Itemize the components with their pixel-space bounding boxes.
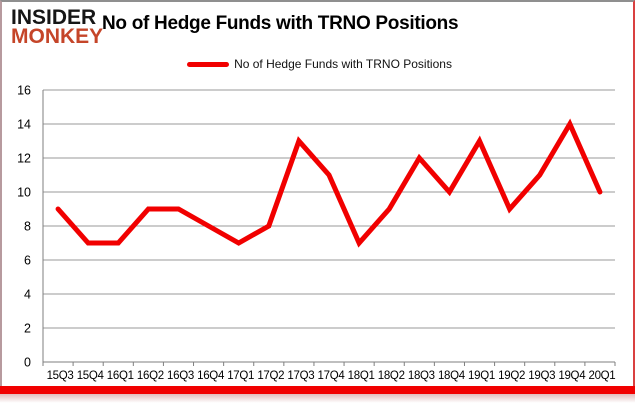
logo-monkey-text: MONKEY <box>11 25 104 48</box>
y-axis-label: 4 <box>24 288 31 302</box>
bottom-shadow <box>0 394 635 405</box>
x-axis-label: 16Q4 <box>197 370 225 382</box>
y-axis-label: 0 <box>24 356 31 370</box>
y-axis-label: 6 <box>24 254 31 268</box>
y-axis-label: 14 <box>17 118 31 132</box>
x-axis-label: 19Q4 <box>558 370 586 382</box>
x-axis-label: 16Q1 <box>107 370 134 382</box>
chart-card: INSIDER MONKEY No of Hedge Funds with TR… <box>0 0 635 387</box>
legend-label: No of Hedge Funds with TRNO Positions <box>234 57 452 71</box>
y-axis-label: 16 <box>17 84 31 98</box>
x-axis-label: 15Q3 <box>47 370 74 382</box>
y-axis-label: 2 <box>24 322 31 336</box>
x-axis-label: 18Q2 <box>378 370 405 382</box>
x-axis-label: 19Q3 <box>528 370 555 382</box>
x-axis-label: 19Q2 <box>498 370 525 382</box>
x-axis-label: 17Q4 <box>318 370 346 382</box>
insider-monkey-logo: INSIDER MONKEY <box>11 6 104 48</box>
x-axis-label: 20Q1 <box>588 370 615 382</box>
x-axis-label: 17Q1 <box>227 370 254 382</box>
page-title: No of Hedge Funds with TRNO Positions <box>102 13 459 34</box>
logo-insider-text: INSIDER <box>11 6 97 29</box>
x-axis-label: 17Q2 <box>257 370 284 382</box>
x-axis-label: 18Q3 <box>408 370 435 382</box>
y-axis-label: 12 <box>17 152 31 166</box>
x-axis-label: 17Q3 <box>287 370 314 382</box>
x-axis-label: 16Q3 <box>167 370 194 382</box>
y-axis-label: 8 <box>24 220 31 234</box>
x-axis-label: 18Q1 <box>348 370 375 382</box>
x-axis-label: 16Q2 <box>137 370 164 382</box>
x-axis-label: 18Q4 <box>438 370 466 382</box>
y-axis-label: 10 <box>17 186 31 200</box>
x-axis-label: 19Q1 <box>468 370 495 382</box>
series-line <box>55 118 603 248</box>
x-axis-label: 15Q4 <box>77 370 105 382</box>
legend-line-icon <box>187 61 230 67</box>
bottom-accent-bar <box>0 386 635 394</box>
legend: No of Hedge Funds with TRNO Positions <box>2 57 635 71</box>
